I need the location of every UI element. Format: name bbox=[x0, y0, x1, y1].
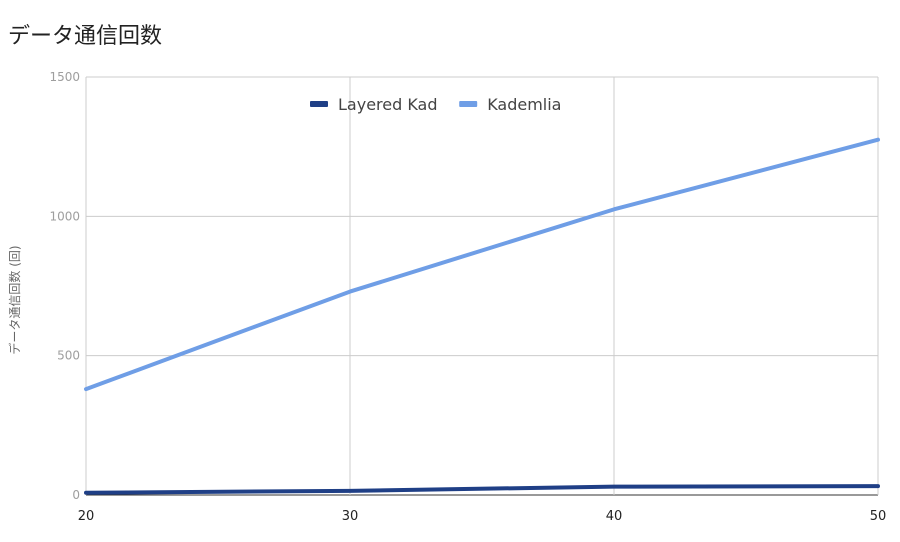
series-line-kademlia bbox=[84, 137, 880, 392]
legend-label: Layered Kad bbox=[338, 95, 438, 114]
y-tick-label: 500 bbox=[57, 349, 80, 363]
y-axis-ticks: 0 500 1000 1500 bbox=[49, 70, 80, 502]
y-tick-label: 0 bbox=[72, 488, 80, 502]
legend: Layered Kad Kademlia bbox=[310, 95, 561, 114]
y-axis-label: データ通信回数 (回) bbox=[7, 245, 22, 354]
x-tick-label: 50 bbox=[870, 509, 887, 524]
legend-label: Kademlia bbox=[487, 95, 561, 114]
y-tick-label: 1500 bbox=[49, 70, 80, 84]
x-tick-label: 40 bbox=[606, 509, 623, 524]
x-tick-label: 20 bbox=[78, 509, 95, 524]
x-axis-ticks: 20 30 40 50 bbox=[78, 509, 887, 524]
legend-swatch bbox=[310, 101, 328, 107]
series-line-layered-kad bbox=[84, 484, 880, 495]
y-tick-label: 1000 bbox=[49, 209, 80, 223]
x-tick-label: 30 bbox=[342, 509, 359, 524]
legend-swatch bbox=[459, 101, 478, 107]
grid bbox=[85, 76, 879, 496]
chart-title: データ通信回数 bbox=[8, 24, 163, 49]
series-lines bbox=[84, 137, 880, 495]
